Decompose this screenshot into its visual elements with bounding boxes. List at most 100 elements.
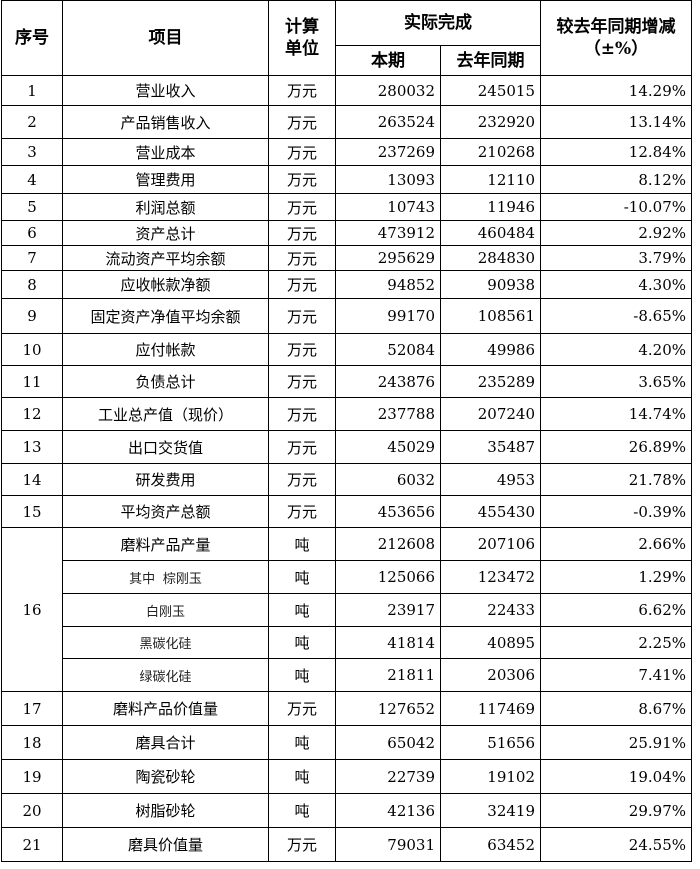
current: 94852: [335, 270, 441, 299]
change: 4.20%: [540, 333, 692, 366]
item: 流动资产平均余额: [62, 245, 269, 271]
table-row: 8 应收帐款净额 万元 94852 90938 4.30%: [1, 270, 692, 299]
row-no: 11: [1, 365, 63, 398]
change: 8.12%: [540, 165, 692, 194]
table-row: 6 资产总计 万元 473912 460484 2.92%: [1, 220, 692, 246]
unit: 吨: [268, 527, 336, 561]
change: 26.89%: [540, 430, 692, 464]
row-no: 17: [1, 691, 63, 726]
row-no: 19: [1, 759, 63, 794]
header-item: 项目: [62, 0, 269, 76]
unit: 吨: [268, 658, 336, 692]
row-no: 12: [1, 397, 63, 431]
table-row: 19 陶瓷砂轮吨 22739 19102 19.04%: [1, 759, 692, 794]
current: 280032: [335, 75, 441, 106]
current: 65042: [335, 725, 441, 760]
unit: 吨: [268, 725, 336, 760]
item: 负债总计: [62, 365, 269, 398]
change: -8.65%: [540, 298, 692, 334]
row-no: 15: [1, 495, 63, 528]
unit: 万元: [268, 193, 336, 221]
row-no: 13: [1, 430, 63, 464]
item: 营业成本: [62, 138, 269, 166]
unit: 万元: [268, 430, 336, 464]
change: 2.66%: [540, 527, 692, 561]
change: 2.25%: [540, 626, 692, 659]
current: 243876: [335, 365, 441, 398]
row-no: 7: [1, 245, 63, 271]
row-no: 5: [1, 193, 63, 221]
item: 资产总计: [62, 220, 269, 246]
current: 212608: [335, 527, 441, 561]
item: 产品销售收入: [62, 105, 269, 139]
table-row: 绿碳化硅吨 21811 20306 7.41%: [2, 658, 692, 692]
unit: 万元: [268, 691, 336, 726]
previous: 235289: [440, 365, 541, 398]
previous: 35487: [440, 430, 541, 464]
current: 237788: [335, 397, 441, 431]
row-no: 4: [1, 165, 63, 194]
previous: 123472: [440, 560, 541, 594]
previous: 284830: [440, 245, 541, 271]
item: 研发费用: [62, 463, 269, 496]
header-actual: 实际完成: [335, 0, 541, 46]
table-row: 18 磨具合计吨 65042 51656 25.91%: [1, 725, 692, 760]
unit: 万元: [268, 333, 336, 366]
unit: 吨: [268, 560, 336, 594]
data-table: 序号 项目 计算单位 实际完成 较去年同期增减（±%） 本期 去年同期 1 营业收…: [1, 0, 692, 862]
unit: 万元: [268, 495, 336, 528]
previous: 49986: [440, 333, 541, 366]
item: 磨具合计: [62, 725, 269, 760]
item: 营业收入: [62, 75, 269, 106]
change: 29.97%: [540, 793, 692, 828]
table-row: 3 营业成本 万元 237269 210268 12.84%: [1, 138, 692, 166]
current: 125066: [335, 560, 441, 594]
change: 21.78%: [540, 463, 692, 496]
previous: 460484: [440, 220, 541, 246]
current: 6032: [335, 463, 441, 496]
current: 237269: [335, 138, 441, 166]
table-row: 21 磨具价值量 万元 79031 63452 24.55%: [1, 827, 692, 862]
table-row: 1 营业收入 万元 280032 245015 14.29%: [1, 75, 692, 106]
item: 磨料产品价值量: [62, 691, 269, 726]
change: 8.67%: [540, 691, 692, 726]
table-row: 5 利润总额 万元 10743 11946 -10.07%: [1, 193, 692, 221]
previous: 32419: [440, 793, 541, 828]
previous: 90938: [440, 270, 541, 299]
table-row: 2 产品销售收入 万元 263524 232920 13.14%: [1, 105, 692, 139]
unit: 吨: [268, 593, 336, 627]
current: 21811: [335, 658, 441, 692]
row-no: 20: [1, 793, 63, 828]
table-row: 其中 棕刚玉吨 125066 123472 1.29%: [2, 560, 692, 594]
previous: 210268: [440, 138, 541, 166]
unit: 万元: [268, 365, 336, 398]
change: 14.29%: [540, 75, 692, 106]
current: 453656: [335, 495, 441, 528]
current: 41814: [335, 626, 441, 659]
table-row: 9 固定资产净值平均余额 万元 99170 108561 -8.65%: [1, 298, 692, 334]
row-no: 6: [1, 220, 63, 246]
unit: 万元: [268, 75, 336, 106]
table-row: 20 树脂砂轮吨 42136 32419 29.97%: [1, 793, 692, 828]
current: 127652: [335, 691, 441, 726]
previous: 40895: [440, 626, 541, 659]
current: 22739: [335, 759, 441, 794]
current: 10743: [335, 193, 441, 221]
table-row: 11 负债总计 万元 243876 235289 3.65%: [1, 365, 692, 398]
previous: 22433: [440, 593, 541, 627]
previous: 108561: [440, 298, 541, 334]
table-row: 13 出口交货值 万元 45029 35487 26.89%: [1, 430, 692, 464]
item: 应付帐款: [62, 333, 269, 366]
row-no: 8: [1, 270, 63, 299]
previous: 207240: [440, 397, 541, 431]
previous: 51656: [440, 725, 541, 760]
table-row: 7 流动资产平均余额 万元 295629 284830 3.79%: [1, 245, 692, 271]
current: 52084: [335, 333, 441, 366]
change: 2.92%: [540, 220, 692, 246]
row-no: 9: [1, 298, 63, 334]
unit: 万元: [268, 138, 336, 166]
unit: 万元: [268, 270, 336, 299]
header-unit: 计算单位: [268, 0, 336, 76]
unit: 万元: [268, 397, 336, 431]
